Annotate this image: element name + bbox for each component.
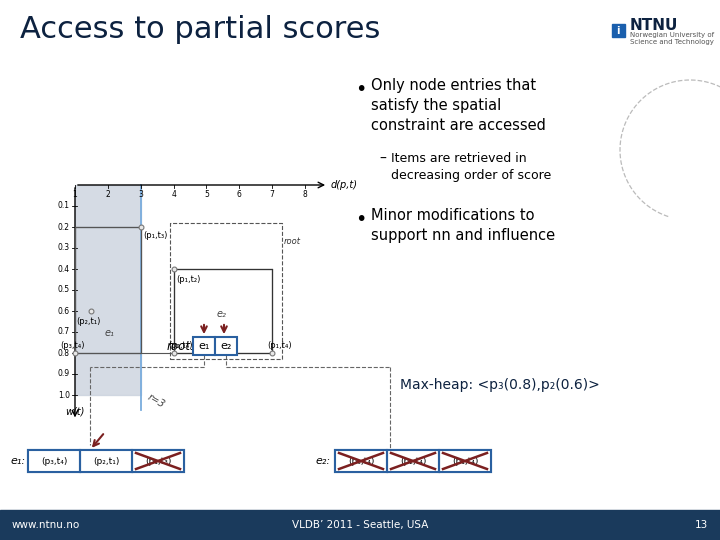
Bar xyxy=(439,450,491,472)
Text: 7: 7 xyxy=(270,190,274,199)
Bar xyxy=(80,450,132,472)
Bar xyxy=(75,185,140,395)
Bar xyxy=(174,269,272,353)
Text: root: root xyxy=(284,237,301,246)
Text: Only node entries that
satisfy the spatial
constraint are accessed: Only node entries that satisfy the spati… xyxy=(371,78,546,133)
Text: •: • xyxy=(355,210,366,229)
Text: (p₁,t₂): (p₁,t₂) xyxy=(176,274,201,284)
Text: d(p,t): d(p,t) xyxy=(331,180,358,190)
Text: (p₂,t₁): (p₂,t₁) xyxy=(76,316,101,326)
Text: (p₂,t₁): (p₂,t₁) xyxy=(93,456,120,465)
Text: NTNU: NTNU xyxy=(630,18,678,33)
Text: e₂: e₂ xyxy=(220,341,232,351)
Text: Norwegian University of: Norwegian University of xyxy=(630,32,714,38)
Bar xyxy=(28,450,80,472)
Text: (p₂,t₄): (p₂,t₄) xyxy=(168,341,193,349)
Bar xyxy=(387,450,439,472)
Text: 0.5: 0.5 xyxy=(58,286,70,294)
Text: 13: 13 xyxy=(695,520,708,530)
Text: w(t): w(t) xyxy=(66,406,85,416)
Text: (p₁,t₃): (p₁,t₃) xyxy=(144,232,168,240)
Text: 3: 3 xyxy=(138,190,143,199)
Text: e₁:: e₁: xyxy=(10,456,25,466)
Text: •: • xyxy=(355,80,366,99)
Text: 1.0: 1.0 xyxy=(58,390,70,400)
Text: www.ntnu.no: www.ntnu.no xyxy=(12,520,80,530)
Text: (p₁,t₃): (p₁,t₃) xyxy=(145,456,171,465)
Text: (p₂,t₄): (p₂,t₄) xyxy=(400,456,426,465)
Text: 0.1: 0.1 xyxy=(58,201,70,211)
Text: 0.7: 0.7 xyxy=(58,327,70,336)
Text: (p₁,t₄): (p₁,t₄) xyxy=(267,341,292,349)
Bar xyxy=(215,337,237,355)
Text: 0.9: 0.9 xyxy=(58,369,70,379)
Text: Access to partial scores: Access to partial scores xyxy=(20,16,380,44)
Bar xyxy=(335,450,387,472)
Text: (p₃,t₄): (p₃,t₄) xyxy=(60,341,84,349)
Text: root:: root: xyxy=(167,340,195,353)
Text: 2: 2 xyxy=(106,190,110,199)
Text: 0.2: 0.2 xyxy=(58,222,70,232)
Bar xyxy=(171,223,282,359)
Bar xyxy=(28,450,184,472)
Bar xyxy=(132,450,184,472)
Bar xyxy=(75,227,140,353)
Text: 0.3: 0.3 xyxy=(58,244,70,253)
Text: 4: 4 xyxy=(171,190,176,199)
Text: (p₃,t₄): (p₃,t₄) xyxy=(348,456,374,465)
Text: Minor modifications to
support nn and influence: Minor modifications to support nn and in… xyxy=(371,208,555,243)
Text: 6: 6 xyxy=(237,190,242,199)
Text: 8: 8 xyxy=(302,190,307,199)
Text: e₂: e₂ xyxy=(216,309,226,319)
Text: Science and Technology: Science and Technology xyxy=(630,39,714,45)
Bar xyxy=(612,24,625,37)
Text: Items are retrieved in
decreasing order of score: Items are retrieved in decreasing order … xyxy=(391,152,552,182)
Text: (p₁,t₄): (p₁,t₄) xyxy=(452,456,478,465)
Text: 0.8: 0.8 xyxy=(58,348,70,357)
Text: 0.6: 0.6 xyxy=(58,307,70,315)
Text: –: – xyxy=(379,152,386,166)
Text: Max-heap: <p₃(0.8),p₂(0.6)>: Max-heap: <p₃(0.8),p₂(0.6)> xyxy=(400,378,600,392)
Text: i: i xyxy=(616,26,620,36)
Text: (p₃,t₄): (p₃,t₄) xyxy=(41,456,67,465)
Text: VLDB’ 2011 - Seattle, USA: VLDB’ 2011 - Seattle, USA xyxy=(292,520,428,530)
Text: 0.4: 0.4 xyxy=(58,265,70,273)
Bar xyxy=(0,510,720,540)
Text: 1: 1 xyxy=(73,190,77,199)
Text: 5: 5 xyxy=(204,190,209,199)
Bar xyxy=(193,337,215,355)
Bar xyxy=(335,450,491,472)
Text: e₂:: e₂: xyxy=(315,456,330,466)
Text: e₁: e₁ xyxy=(104,328,114,338)
Text: e₁: e₁ xyxy=(198,341,210,351)
Text: r=3: r=3 xyxy=(145,392,166,410)
